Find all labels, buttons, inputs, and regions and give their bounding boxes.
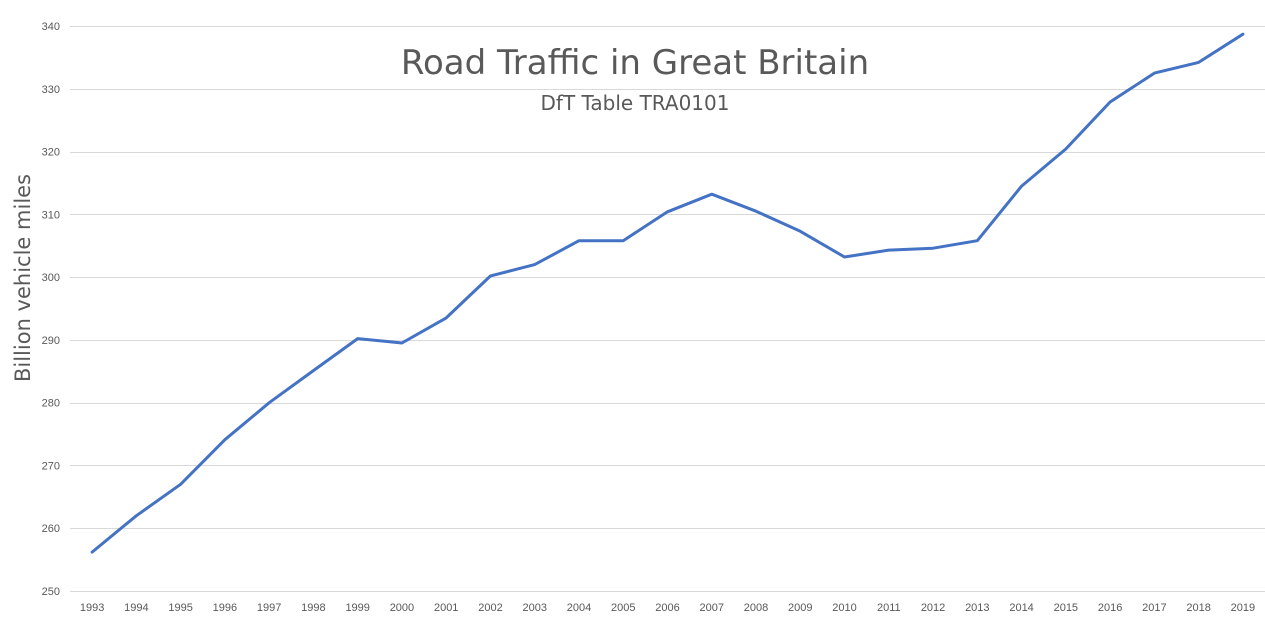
data-point-2016	[1109, 101, 1112, 104]
x-tick-label: 2014	[1009, 602, 1033, 614]
data-point-2014	[1020, 185, 1023, 188]
x-tick-label: 2007	[700, 602, 724, 614]
chart-title: Road Traffic in Great Britain	[401, 43, 869, 83]
y-tick-label: 290	[42, 335, 60, 347]
x-tick-label: 2002	[478, 602, 502, 614]
x-tick-label: 1999	[345, 602, 369, 614]
data-point-2010	[843, 256, 846, 259]
gridlines	[70, 26, 1265, 592]
y-axis-title: Billion vehicle miles	[11, 174, 35, 382]
x-tick-label: 2001	[434, 602, 458, 614]
y-tick-label: 270	[42, 460, 60, 472]
y-tick-label: 340	[42, 21, 60, 33]
x-tick-label: 2006	[655, 602, 679, 614]
data-point-1994	[135, 514, 138, 517]
x-tick-label: 2013	[965, 602, 989, 614]
data-point-1999	[356, 337, 359, 340]
data-point-2007	[710, 193, 713, 196]
data-point-1997	[268, 401, 271, 404]
data-point-2015	[1064, 148, 1067, 151]
series-layer	[90, 32, 1245, 554]
y-tick-label: 260	[42, 523, 60, 535]
y-tick-label: 310	[42, 209, 60, 221]
x-tick-label: 1995	[168, 602, 192, 614]
x-tick-label: 2008	[744, 602, 768, 614]
x-tick-label: 2011	[877, 602, 901, 614]
data-point-2008	[755, 210, 758, 213]
x-tick-label: 1998	[301, 602, 325, 614]
data-point-1993	[91, 551, 94, 554]
chart-subtitle: DfT Table TRA0101	[541, 91, 730, 115]
data-point-2012	[932, 247, 935, 250]
x-axis-tick-labels: 1993 1994 1995 1996 1997 1998 1999 2000 2001 2002…	[80, 602, 1255, 614]
data-point-2009	[799, 230, 802, 233]
y-tick-label: 280	[42, 398, 60, 410]
x-tick-label: 1994	[124, 602, 148, 614]
x-tick-label: 2015	[1054, 602, 1078, 614]
data-point-2000	[400, 342, 403, 345]
y-tick-label: 320	[42, 147, 60, 159]
y-axis-tick-labels: 250 260 270 280 290 300 310 320 330 340	[42, 21, 60, 598]
x-tick-label: 2000	[390, 602, 414, 614]
y-tick-label: 330	[42, 84, 60, 96]
data-point-1995	[179, 483, 182, 486]
x-tick-label: 2010	[832, 602, 856, 614]
x-tick-label: 2005	[611, 602, 635, 614]
y-tick-label: 250	[42, 586, 60, 598]
data-point-2019	[1241, 33, 1244, 36]
series-line	[90, 32, 1245, 554]
data-point-1998	[312, 369, 315, 372]
data-point-2017	[1153, 72, 1156, 75]
data-point-2013	[976, 239, 979, 242]
data-point-1996	[223, 438, 226, 441]
x-tick-label: 1996	[213, 602, 237, 614]
data-point-2003	[533, 263, 536, 266]
data-point-2011	[887, 249, 890, 252]
data-point-2001	[445, 316, 448, 319]
x-tick-label: 1997	[257, 602, 281, 614]
x-tick-label: 2016	[1098, 602, 1122, 614]
data-point-2002	[489, 274, 492, 277]
x-tick-label: 2018	[1186, 602, 1210, 614]
x-tick-label: 2017	[1142, 602, 1166, 614]
data-point-2018	[1197, 61, 1200, 64]
data-point-2006	[666, 210, 669, 213]
x-tick-label: 2003	[522, 602, 546, 614]
y-tick-label: 300	[42, 272, 60, 284]
x-tick-label: 2004	[567, 602, 591, 614]
x-tick-label: 2012	[921, 602, 945, 614]
x-tick-label: 2009	[788, 602, 812, 614]
data-point-2004	[578, 239, 581, 242]
x-tick-label: 2019	[1231, 602, 1255, 614]
data-point-2005	[622, 239, 625, 242]
x-tick-label: 1993	[80, 602, 104, 614]
